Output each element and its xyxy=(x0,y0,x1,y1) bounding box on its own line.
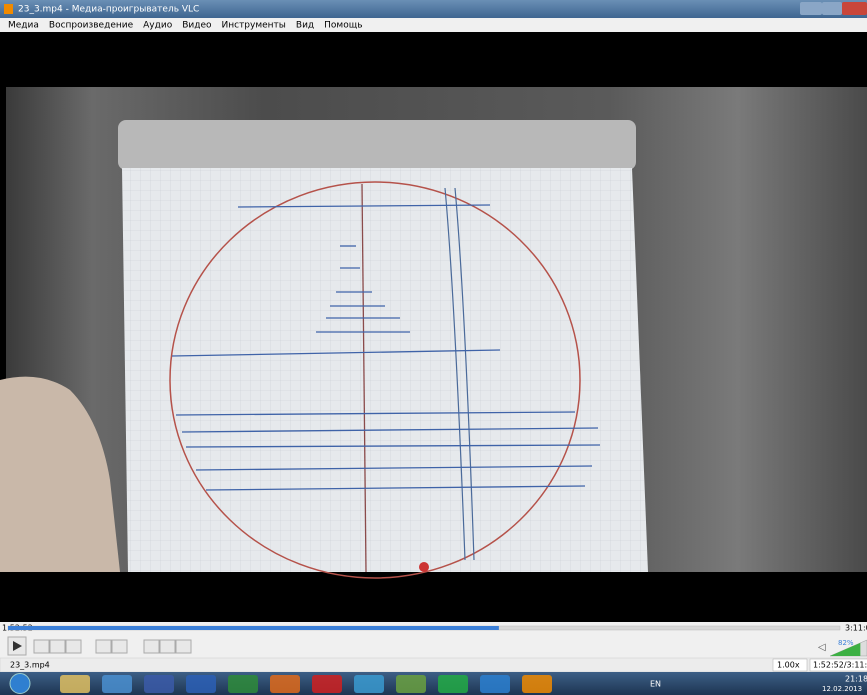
playlist-button[interactable] xyxy=(143,639,160,654)
taskbar-app[interactable] xyxy=(438,675,468,693)
status-time: 1:52:52/3:11:08 xyxy=(813,661,867,670)
stop-button[interactable] xyxy=(49,639,66,654)
volume-label: 82% xyxy=(838,639,854,647)
date: 12.02.2013 xyxy=(822,685,862,693)
status-speed: 1.00x xyxy=(777,661,800,670)
taskbar-app[interactable] xyxy=(522,675,552,693)
speaker-icon[interactable]: ◁ xyxy=(818,642,826,653)
language-indicator[interactable]: EN xyxy=(650,680,661,689)
effects-button[interactable] xyxy=(111,639,128,654)
menu-item[interactable]: Медиа xyxy=(8,21,39,31)
menu-item[interactable]: Помощь xyxy=(324,21,362,31)
taskbar-app[interactable] xyxy=(312,675,342,693)
app-icon xyxy=(4,4,13,14)
menu-item[interactable]: Видео xyxy=(182,21,212,31)
taskbar-app[interactable] xyxy=(480,675,510,693)
time-box xyxy=(809,658,867,672)
taskbar-app[interactable] xyxy=(270,675,300,693)
volume-level xyxy=(830,642,861,656)
menu-item[interactable]: Аудио xyxy=(143,21,173,31)
prev-button[interactable] xyxy=(33,639,50,654)
taskbar-app[interactable] xyxy=(102,675,132,693)
shuffle-button[interactable] xyxy=(175,639,192,654)
status-bar xyxy=(0,657,867,673)
taskbar xyxy=(0,672,867,695)
video-frame xyxy=(0,87,867,579)
taskbar-app[interactable] xyxy=(60,675,90,693)
fullscreen-button[interactable] xyxy=(95,639,112,654)
status-file: 23_3.mp4 xyxy=(10,661,50,670)
minimize-button[interactable] xyxy=(800,2,822,15)
seek-progress xyxy=(8,626,499,630)
taskbar-app[interactable] xyxy=(186,675,216,693)
start-button[interactable] xyxy=(9,673,31,694)
menu-item[interactable]: Воспроизведение xyxy=(49,21,134,31)
next-button[interactable] xyxy=(65,639,82,654)
loop-button[interactable] xyxy=(159,639,176,654)
menu-item[interactable]: Вид xyxy=(296,21,314,31)
window-title: 23_3.mp4 - Медиа-проигрыватель VLC xyxy=(18,5,199,15)
taskbar-app[interactable] xyxy=(396,675,426,693)
menu-item[interactable]: Инструменты xyxy=(222,21,286,31)
taskbar-app[interactable] xyxy=(144,675,174,693)
clock: 21:18 xyxy=(845,675,867,684)
speed-box[interactable] xyxy=(772,658,808,672)
maximize-button[interactable] xyxy=(822,2,842,15)
taskbar-app[interactable] xyxy=(354,675,384,693)
taskbar-app[interactable] xyxy=(228,675,258,693)
title-bar xyxy=(0,0,867,18)
total-time: 3:11:08 xyxy=(845,624,867,633)
playback-buttons xyxy=(7,636,192,656)
menu-bar xyxy=(0,18,867,32)
close-button[interactable] xyxy=(842,2,867,15)
